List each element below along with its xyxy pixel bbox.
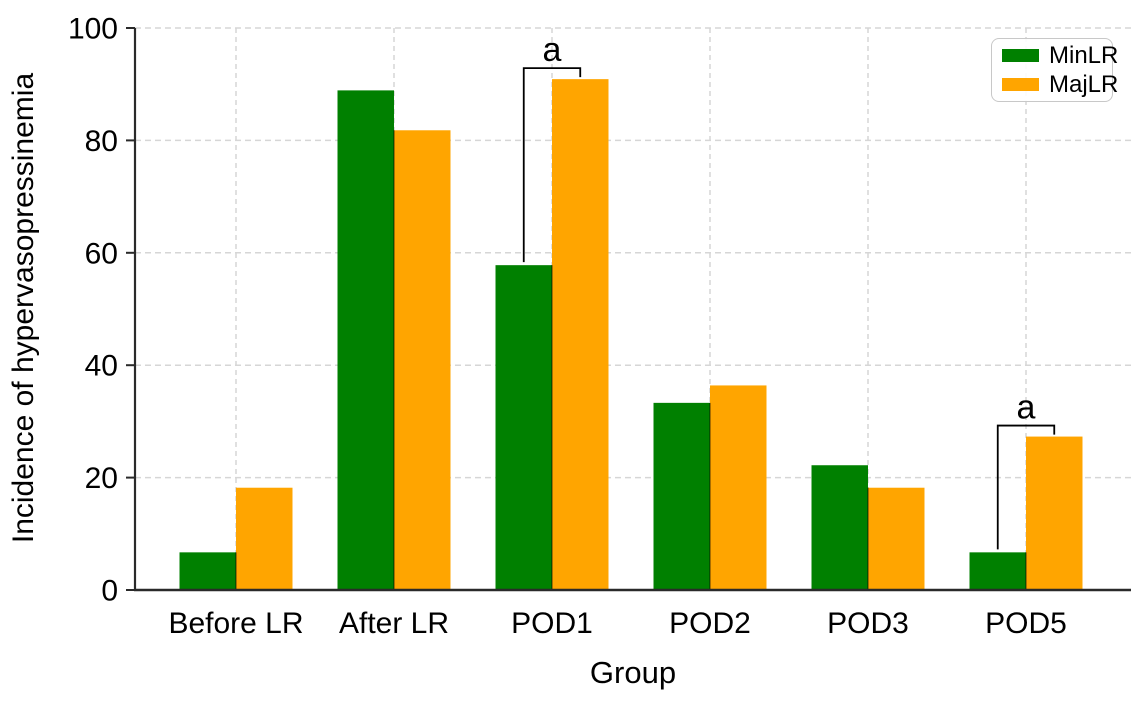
y-tick-label: 40 <box>85 350 118 383</box>
bar-majlr-pod5 <box>1026 436 1083 590</box>
x-tick-label-pod2: POD2 <box>669 607 751 640</box>
legend-swatch-majlr <box>1002 78 1039 91</box>
bracket-pod5 <box>996 424 1056 550</box>
bar-minlr-pod5 <box>969 552 1026 590</box>
y-tick-label: 0 <box>101 575 118 608</box>
x-tick-label-before-lr: Before LR <box>168 607 303 640</box>
bar-minlr-pod1 <box>495 265 552 590</box>
bracket-pod1 <box>522 67 582 263</box>
bar-minlr-before-lr <box>179 552 236 590</box>
x-tick-label-after-lr: After LR <box>339 607 449 640</box>
bars <box>179 79 1083 590</box>
bar-majlr-pod1 <box>552 79 609 590</box>
legend-label-majlr: MajLR <box>1049 70 1119 98</box>
y-tick-label: 20 <box>85 462 118 495</box>
bar-majlr-pod2 <box>710 385 767 590</box>
bracket-label-pod1: a <box>543 31 562 69</box>
x-tick-label-pod3: POD3 <box>827 607 909 640</box>
y-axis-label: Incidence of hypervasopressinemia <box>7 72 40 544</box>
bar-majlr-after-lr <box>394 130 451 590</box>
x-tick-label-pod5: POD5 <box>985 607 1067 640</box>
y-tick-label: 80 <box>85 125 118 158</box>
bar-minlr-after-lr <box>337 90 394 590</box>
significance-brackets: aa <box>522 31 1056 550</box>
bar-minlr-pod3 <box>811 465 868 590</box>
x-axis-label: Group <box>589 655 677 690</box>
y-tick-label: 60 <box>85 237 118 270</box>
legend: MinLR MajLR <box>991 38 1118 102</box>
bar-minlr-pod2 <box>653 402 710 590</box>
y-tick-label: 100 <box>68 13 118 46</box>
x-tick-label-pod1: POD1 <box>511 607 593 640</box>
legend-swatch-minlr <box>1002 49 1039 62</box>
bar-majlr-before-lr <box>236 487 293 590</box>
legend-label-minlr: MinLR <box>1049 41 1119 69</box>
legend-item-majlr: MajLR <box>1002 72 1118 97</box>
bar-majlr-pod3 <box>868 487 925 590</box>
tick-labels: 0 20 40 60 80 100 Before LR After LR POD1 POD2 POD… <box>68 13 1067 641</box>
bracket-label-pod5: a <box>1017 389 1036 427</box>
legend-item-minlr: MinLR <box>1002 43 1118 68</box>
axes <box>126 27 1131 592</box>
